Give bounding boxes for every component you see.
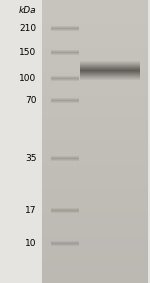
Text: kDa: kDa bbox=[19, 6, 36, 15]
Text: 35: 35 bbox=[25, 154, 36, 163]
Text: 150: 150 bbox=[19, 48, 36, 57]
Text: 17: 17 bbox=[25, 206, 36, 215]
Text: 70: 70 bbox=[25, 96, 36, 105]
Text: 10: 10 bbox=[25, 239, 36, 248]
Text: 210: 210 bbox=[19, 24, 36, 33]
Text: 100: 100 bbox=[19, 74, 36, 83]
